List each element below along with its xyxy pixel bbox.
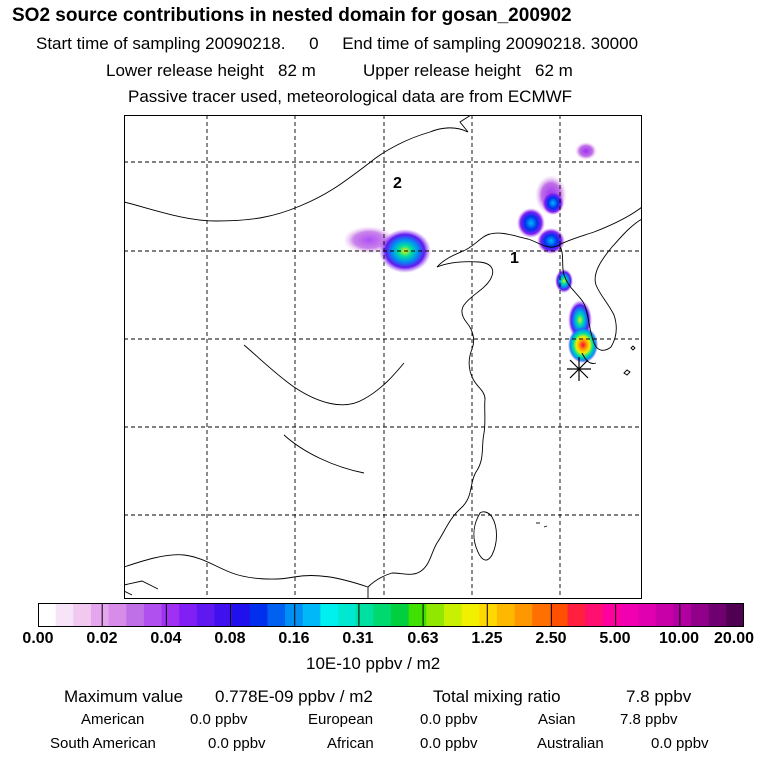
upper-height-label: Upper release height bbox=[363, 61, 521, 80]
receptor-star-marker bbox=[567, 357, 591, 381]
colorbar-swatch bbox=[285, 603, 304, 627]
colorbar-swatch bbox=[479, 603, 498, 627]
colorbar-swatch bbox=[567, 603, 586, 627]
region-value: 7.8 ppbv bbox=[620, 711, 678, 728]
colorbar-swatch bbox=[143, 603, 163, 627]
region-name: American bbox=[81, 711, 145, 728]
colorbar-swatch bbox=[408, 603, 427, 627]
colorbar-swatch bbox=[638, 603, 657, 627]
max-value: 0.778E-09 ppbv / m2 bbox=[215, 687, 373, 706]
region-name: South American bbox=[50, 735, 156, 752]
figure-title: SO2 source contributions in nested domai… bbox=[12, 5, 572, 26]
start-time-label: Start time of sampling 20090218. bbox=[36, 34, 286, 53]
tracer-note: Passive tracer used, meteorological data… bbox=[128, 87, 573, 106]
colorbar-unit: 10E-10 ppbv / m2 bbox=[306, 654, 441, 673]
colorbar-swatch bbox=[320, 603, 339, 627]
region-value: 0.0 ppbv bbox=[190, 711, 248, 728]
colorbar-swatch bbox=[726, 603, 744, 627]
colorbar-swatch bbox=[443, 603, 463, 627]
colorbar-tick: 0.04 bbox=[150, 630, 182, 647]
colorbar-swatch bbox=[249, 603, 269, 627]
colorbar-swatch bbox=[55, 603, 74, 627]
total-mixing-value: 7.8 ppbv bbox=[626, 687, 692, 706]
max-value-label: Maximum value bbox=[64, 687, 184, 706]
colorbar-swatch bbox=[620, 603, 639, 627]
colorbar-swatch bbox=[514, 603, 533, 627]
colorbar-tick: 0.08 bbox=[214, 630, 246, 647]
colorbar-tick: 1.25 bbox=[471, 630, 503, 647]
upper-height-value: 62 m bbox=[535, 61, 573, 80]
region-name: Australian bbox=[537, 735, 604, 752]
colorbar-tick: 0.31 bbox=[342, 630, 374, 647]
colorbar bbox=[38, 603, 744, 627]
map-label-2: 2 bbox=[393, 175, 402, 192]
colorbar-swatch bbox=[179, 603, 198, 627]
release-height-line: Lower release height 82 m Upper release … bbox=[106, 62, 573, 79]
colorbar-swatch bbox=[126, 603, 145, 627]
colorbar-swatch bbox=[708, 603, 727, 627]
colorbar-swatches bbox=[38, 603, 744, 627]
colorbar-swatch bbox=[355, 603, 374, 627]
colorbar-swatch bbox=[73, 603, 92, 627]
colorbar-swatch bbox=[38, 603, 57, 627]
colorbar-swatch bbox=[655, 603, 674, 627]
end-time-label: End time of sampling 20090218. 30000 bbox=[342, 34, 639, 53]
colorbar-swatch bbox=[267, 603, 286, 627]
colorbar-swatch bbox=[496, 603, 516, 627]
colorbar-swatch bbox=[673, 603, 692, 627]
colorbar-tick: 20.00 bbox=[713, 630, 755, 647]
colorbar-swatch bbox=[302, 603, 321, 627]
colorbar-tick: 5.00 bbox=[599, 630, 631, 647]
lower-height-value: 82 m bbox=[278, 61, 316, 80]
total-mixing-label: Total mixing ratio bbox=[433, 687, 561, 706]
map-label-1: 1 bbox=[510, 250, 519, 267]
colorbar-swatch bbox=[214, 603, 233, 627]
colorbar-swatch bbox=[90, 603, 110, 627]
colorbar-swatch bbox=[196, 603, 216, 627]
region-value: 0.0 ppbv bbox=[208, 735, 266, 752]
lat-lon-grid bbox=[124, 115, 642, 599]
colorbar-swatch bbox=[338, 603, 357, 627]
region-value: 0.0 ppbv bbox=[420, 735, 478, 752]
colorbar-swatch bbox=[426, 603, 445, 627]
colorbar-swatch bbox=[108, 603, 127, 627]
start-time-value: 0 bbox=[309, 34, 319, 53]
colorbar-border bbox=[38, 603, 744, 627]
region-name: African bbox=[327, 735, 374, 752]
colorbar-tick: 10.00 bbox=[658, 630, 700, 647]
colorbar-swatch bbox=[585, 603, 604, 627]
colorbar-swatch bbox=[373, 603, 392, 627]
sampling-time-line: Start time of sampling 20090218. 0 End t… bbox=[36, 35, 638, 52]
colorbar-tick: 0.63 bbox=[407, 630, 439, 647]
colorbar-swatch bbox=[161, 603, 180, 627]
colorbar-dividers bbox=[101, 603, 681, 627]
region-name: Asian bbox=[538, 711, 576, 728]
colorbar-swatch bbox=[532, 603, 551, 627]
colorbar-tick: 0.16 bbox=[278, 630, 310, 647]
region-value: 0.0 ppbv bbox=[651, 735, 709, 752]
concentration-plumes bbox=[343, 142, 598, 363]
colorbar-swatch bbox=[461, 603, 480, 627]
colorbar-swatch bbox=[391, 603, 410, 627]
colorbar-swatch bbox=[232, 603, 251, 627]
coastlines bbox=[124, 115, 642, 599]
lower-height-label: Lower release height bbox=[106, 61, 264, 80]
colorbar-swatch bbox=[691, 603, 710, 627]
region-value: 0.0 ppbv bbox=[420, 711, 478, 728]
colorbar-tick: 2.50 bbox=[535, 630, 567, 647]
colorbar-swatch bbox=[602, 603, 622, 627]
map-panel: 2 1 bbox=[124, 115, 642, 599]
region-name: European bbox=[308, 711, 374, 728]
colorbar-tick: 0.02 bbox=[86, 630, 118, 647]
colorbar-swatch bbox=[549, 603, 569, 627]
colorbar-tick: 0.00 bbox=[22, 630, 54, 647]
